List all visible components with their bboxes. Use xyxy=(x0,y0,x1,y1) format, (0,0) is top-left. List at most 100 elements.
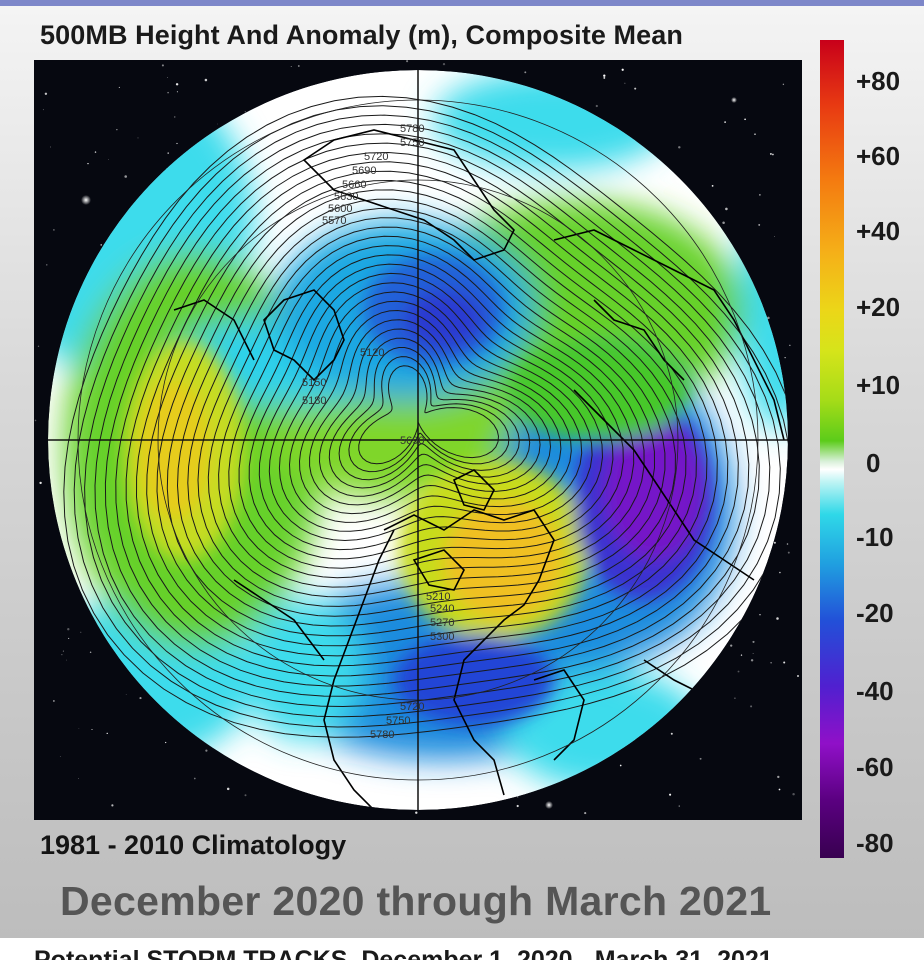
star xyxy=(415,811,418,814)
colorbar-label: +60 xyxy=(856,141,901,171)
height-contour xyxy=(207,226,656,598)
star xyxy=(595,104,598,108)
contour-label: 5750 xyxy=(386,715,410,727)
footer-caption: Potential STORM TRACKS, December 1, 2020… xyxy=(34,946,773,960)
star xyxy=(62,650,64,652)
height-contour xyxy=(156,179,708,647)
star xyxy=(678,146,681,149)
climatology-label: 1981 - 2010 Climatology xyxy=(40,830,347,860)
bright-star xyxy=(545,801,553,809)
star xyxy=(725,207,728,211)
star xyxy=(66,659,68,661)
star xyxy=(67,628,70,631)
star xyxy=(165,741,167,744)
colorbar-label: -10 xyxy=(856,522,894,552)
star xyxy=(174,116,176,118)
star xyxy=(124,175,127,178)
star xyxy=(44,92,48,95)
star xyxy=(789,344,791,346)
period-label: December 2020 through March 2021 xyxy=(60,878,772,924)
height-contour xyxy=(218,235,645,588)
star xyxy=(782,83,785,86)
star xyxy=(442,62,446,66)
star xyxy=(754,133,756,136)
height-contour xyxy=(197,217,666,607)
star xyxy=(772,153,774,156)
star xyxy=(737,670,740,673)
star xyxy=(116,129,118,131)
contour-label: 5150 xyxy=(302,377,326,389)
contour-label: 5690 xyxy=(400,435,424,447)
bright-star xyxy=(81,195,91,205)
star xyxy=(50,146,51,148)
star xyxy=(740,654,743,656)
contour-label: 5690 xyxy=(352,165,376,177)
bright-star xyxy=(731,97,737,103)
contour-label: 5600 xyxy=(328,203,352,215)
star xyxy=(91,728,93,731)
height-contour xyxy=(187,207,676,617)
height-contour xyxy=(248,263,614,560)
star xyxy=(137,137,139,139)
star xyxy=(290,66,292,68)
star xyxy=(776,617,779,620)
star xyxy=(118,86,120,88)
star xyxy=(767,316,770,320)
star xyxy=(111,804,114,807)
colorbar-label: +40 xyxy=(856,216,901,246)
star xyxy=(769,152,772,155)
star xyxy=(678,805,680,807)
contour-label: 5720 xyxy=(400,701,424,713)
star xyxy=(53,700,55,702)
polar-map-svg: 5780 5750 5720 5690 5660 5630 5600 5570 … xyxy=(34,60,799,815)
star xyxy=(786,543,789,545)
footer-strip: Potential STORM TRACKS, December 1, 2020… xyxy=(0,938,924,960)
star xyxy=(167,91,169,94)
coastlines xyxy=(173,129,785,810)
star xyxy=(39,481,42,485)
star xyxy=(770,662,772,664)
star xyxy=(139,697,142,700)
height-contour xyxy=(328,337,531,489)
colorbar-label: +20 xyxy=(856,292,901,322)
star xyxy=(46,264,48,266)
star xyxy=(193,777,196,780)
star xyxy=(722,221,725,225)
star xyxy=(792,792,795,796)
contour-label: 5120 xyxy=(360,347,384,359)
star xyxy=(125,694,127,695)
height-contour xyxy=(318,328,541,497)
star xyxy=(107,159,109,160)
colorbar-label: +80 xyxy=(856,66,901,96)
colorbar-label: -80 xyxy=(856,828,894,858)
star xyxy=(37,345,40,347)
star xyxy=(744,118,746,121)
star xyxy=(244,111,246,113)
star xyxy=(784,357,786,359)
star xyxy=(759,194,761,196)
star xyxy=(87,162,89,165)
contour-labels: 5780 5750 5720 5690 5660 5630 5600 5570 … xyxy=(302,123,454,741)
contour-label: 5240 xyxy=(430,603,454,615)
star xyxy=(59,756,61,757)
contour-label: 5780 xyxy=(370,729,394,741)
star xyxy=(734,697,736,700)
star xyxy=(77,778,79,779)
colorbar-label: 0 xyxy=(866,448,881,478)
height-contour xyxy=(146,170,718,657)
height-contour xyxy=(104,133,760,697)
height-contour xyxy=(358,365,500,465)
star xyxy=(797,675,799,677)
star xyxy=(297,65,300,67)
height-contour xyxy=(288,300,572,523)
height-contour xyxy=(238,254,624,569)
star xyxy=(61,654,63,656)
star xyxy=(773,541,776,544)
star xyxy=(603,76,606,79)
star xyxy=(217,123,218,125)
star xyxy=(778,788,781,791)
star xyxy=(80,631,82,633)
star xyxy=(750,659,754,662)
contour-label: 5750 xyxy=(400,137,424,149)
star xyxy=(166,77,168,79)
